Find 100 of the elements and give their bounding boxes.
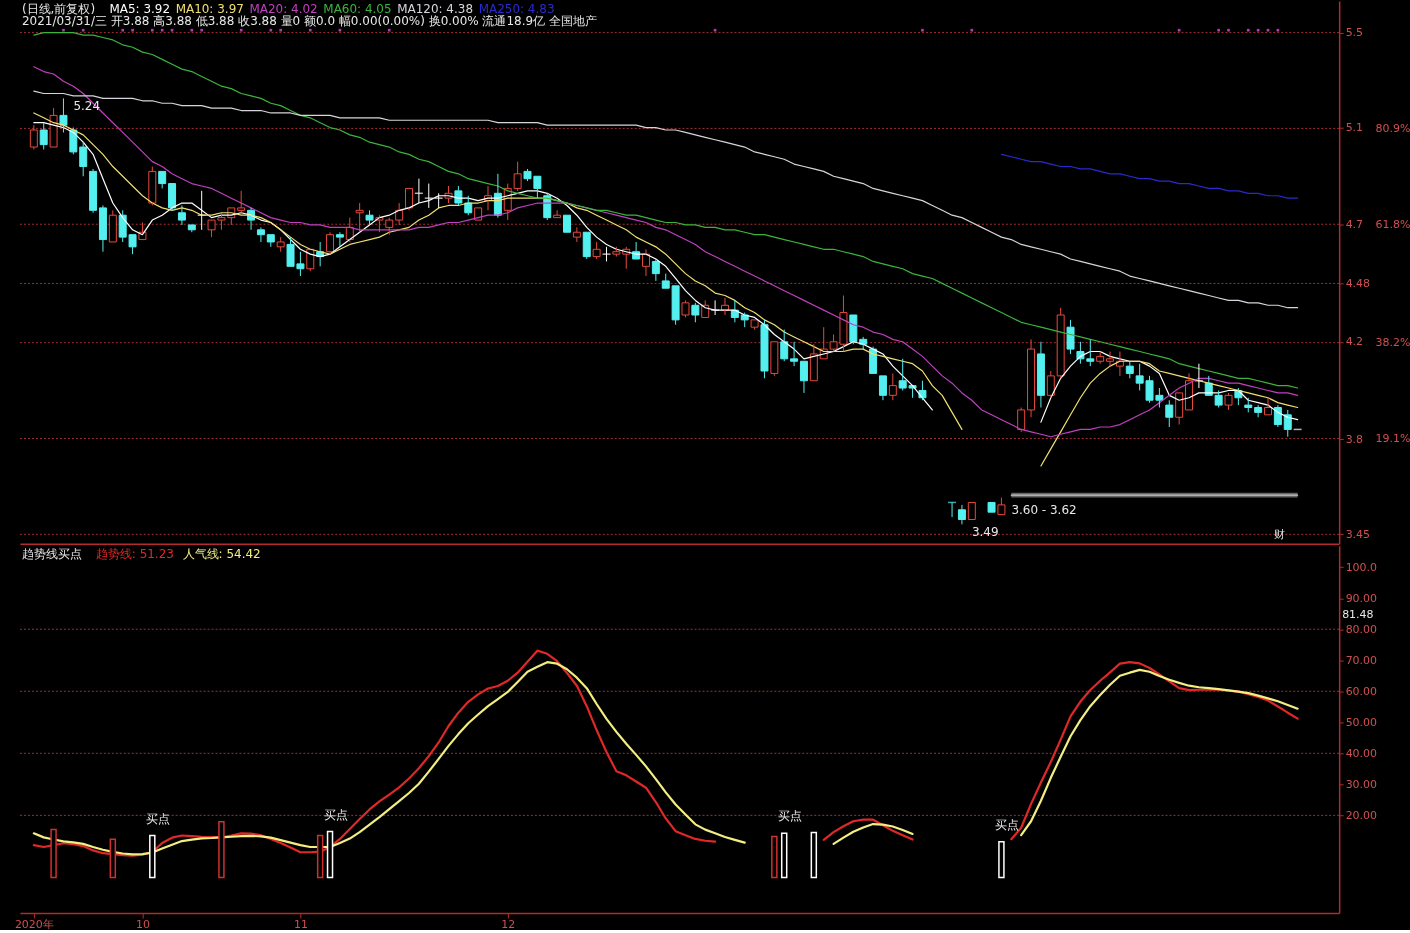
- candlestick: [681, 299, 690, 318]
- y2-tick-label: 19.1%: [1375, 431, 1410, 445]
- candlestick: [1224, 392, 1233, 411]
- y-tick-label: 100.0: [1345, 560, 1378, 574]
- y2-tick-label: 38.2%: [1375, 336, 1410, 350]
- y-tick-label: 70.00: [1345, 653, 1378, 667]
- text: MA10: 3.97: [175, 1, 244, 16]
- candlestick: [602, 246, 611, 262]
- y-tick-label: 4.7: [1345, 218, 1364, 232]
- candlestick: [29, 124, 38, 150]
- candlestick: [177, 204, 186, 226]
- candlestick: [790, 341, 799, 367]
- candlestick: [424, 183, 433, 209]
- candlestick: [651, 258, 660, 282]
- candlestick: [701, 299, 710, 318]
- candlestick: [98, 204, 107, 253]
- line-series: [33, 90, 1299, 309]
- candlestick: [1254, 404, 1263, 418]
- y-tick-label: 40.00: [1345, 746, 1378, 760]
- candlestick: [957, 504, 966, 525]
- text: 人气线: 54.42: [182, 546, 261, 561]
- data-label: 买点: [778, 809, 803, 824]
- y-tick-label: 50.00: [1345, 715, 1378, 729]
- candlestick: [1066, 319, 1075, 355]
- candlestick: [79, 141, 88, 177]
- candlestick: [997, 497, 1006, 516]
- candlestick: [799, 360, 808, 394]
- chart-title: 趋势线买点: [21, 546, 82, 561]
- text: 81.48: [1342, 607, 1374, 621]
- x-tick-label: 2020年: [14, 917, 54, 931]
- data-label: 买点: [995, 817, 1020, 832]
- x-tick-label: 12: [501, 917, 516, 931]
- candlestick: [1106, 351, 1115, 367]
- y-tick-label: 90.00: [1345, 591, 1378, 605]
- candlestick: [987, 501, 996, 513]
- y-tick-label: 60.00: [1345, 684, 1378, 698]
- candlestick: [168, 183, 177, 211]
- line-series: [1000, 153, 1299, 199]
- candlestick: [888, 372, 897, 401]
- annotation: 财: [1273, 527, 1285, 541]
- text: MA60: 4.05: [323, 1, 392, 16]
- candlestick: [967, 501, 976, 520]
- text: MA250: 4.83: [478, 1, 555, 16]
- y-tick-label: 30.00: [1345, 777, 1378, 791]
- x-tick-label: 10: [135, 917, 150, 931]
- candlestick: [592, 241, 601, 260]
- candlestick: [355, 202, 364, 233]
- candlestick: [809, 343, 818, 382]
- candlestick: [1185, 372, 1194, 411]
- candlestick: [760, 319, 769, 379]
- candlestick: [849, 314, 858, 345]
- text: MA120: 4.38: [397, 1, 474, 16]
- candlestick: [256, 226, 265, 243]
- candlestick: [474, 207, 483, 221]
- candlestick: [1046, 370, 1055, 399]
- candlestick: [572, 226, 581, 243]
- text: MA5: 3.92: [109, 1, 171, 16]
- candlestick: [266, 234, 275, 248]
- candlestick: [276, 236, 285, 253]
- text: 3.49: [971, 525, 999, 540]
- candlestick: [1264, 397, 1272, 416]
- candlestick: [1273, 404, 1282, 428]
- candlestick: [1056, 307, 1065, 379]
- y-tick-label: 80.00: [1345, 622, 1378, 636]
- candlestick: [1027, 338, 1036, 418]
- x-tick-label: 11: [293, 917, 308, 931]
- candlestick: [59, 97, 68, 133]
- candlestick: [434, 192, 443, 209]
- candlestick: [365, 209, 374, 226]
- candlestick: [770, 341, 779, 377]
- candlestick: [89, 168, 98, 214]
- candlestick: [1017, 407, 1026, 433]
- candlestick: [1036, 341, 1045, 409]
- candlestick: [187, 224, 196, 233]
- candlestick: [395, 202, 404, 226]
- candlestick: [553, 209, 562, 219]
- candlestick: [869, 346, 878, 374]
- candlestick: [326, 231, 335, 255]
- candlestick: [1125, 360, 1134, 379]
- y-tick-label: 4.2: [1345, 335, 1364, 349]
- candlestick: [405, 187, 414, 211]
- candlestick: [237, 190, 246, 214]
- y2-tick-label: 61.8%: [1375, 217, 1410, 231]
- candlestick: [780, 329, 789, 362]
- text: 趋势线: 51.23: [95, 546, 174, 561]
- y-tick-label: 3.8: [1345, 432, 1364, 446]
- candlestick: [1165, 399, 1174, 428]
- candlestick: [740, 312, 749, 328]
- y2-tick-label: 80.9%: [1375, 121, 1410, 135]
- candlestick: [582, 231, 591, 260]
- candlestick: [750, 319, 759, 331]
- y-tick-label: 20.00: [1345, 808, 1378, 822]
- text: 2021/03/31/三 开3.88 高3.88 低3.88 收3.88 量0 额0.0 幅0.00(0.00%) 换0.00% 流通18.9亿 全国地产: [21, 13, 597, 28]
- text: MA20: 4.02: [249, 1, 318, 16]
- candlestick: [1283, 409, 1292, 438]
- line-series: [33, 66, 1299, 438]
- candlestick: [108, 209, 117, 243]
- candlestick: [1175, 392, 1184, 426]
- candlestick: [49, 107, 58, 148]
- data-label: 买点: [324, 807, 349, 822]
